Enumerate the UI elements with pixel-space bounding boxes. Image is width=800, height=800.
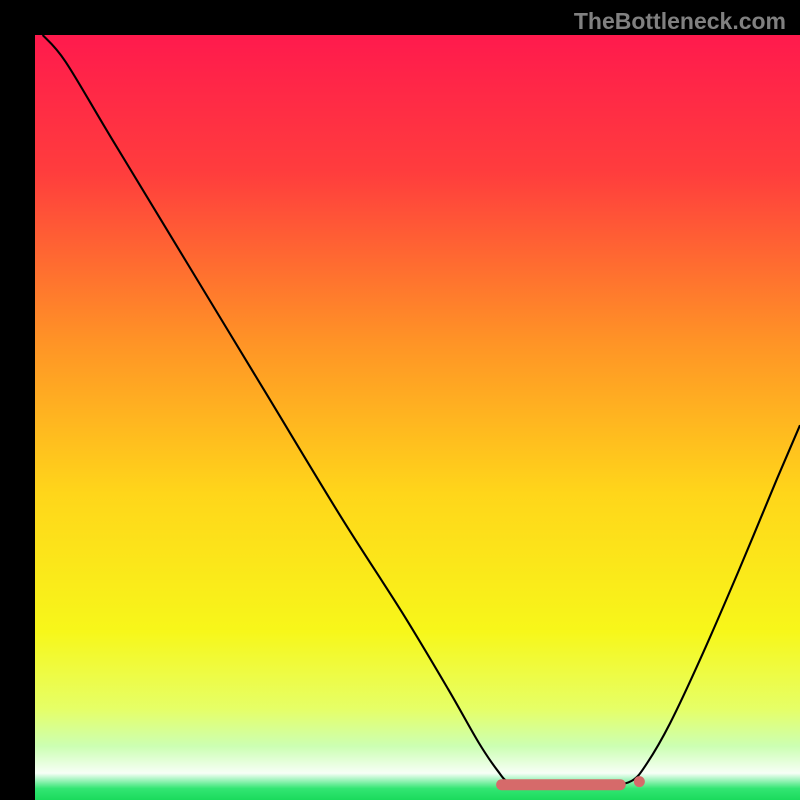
watermark-text: TheBottleneck.com	[574, 8, 786, 35]
chart-svg	[35, 35, 800, 800]
gradient-background	[35, 35, 800, 800]
chart-plot-area	[35, 35, 800, 800]
optimal-range-end-dot	[634, 776, 645, 787]
